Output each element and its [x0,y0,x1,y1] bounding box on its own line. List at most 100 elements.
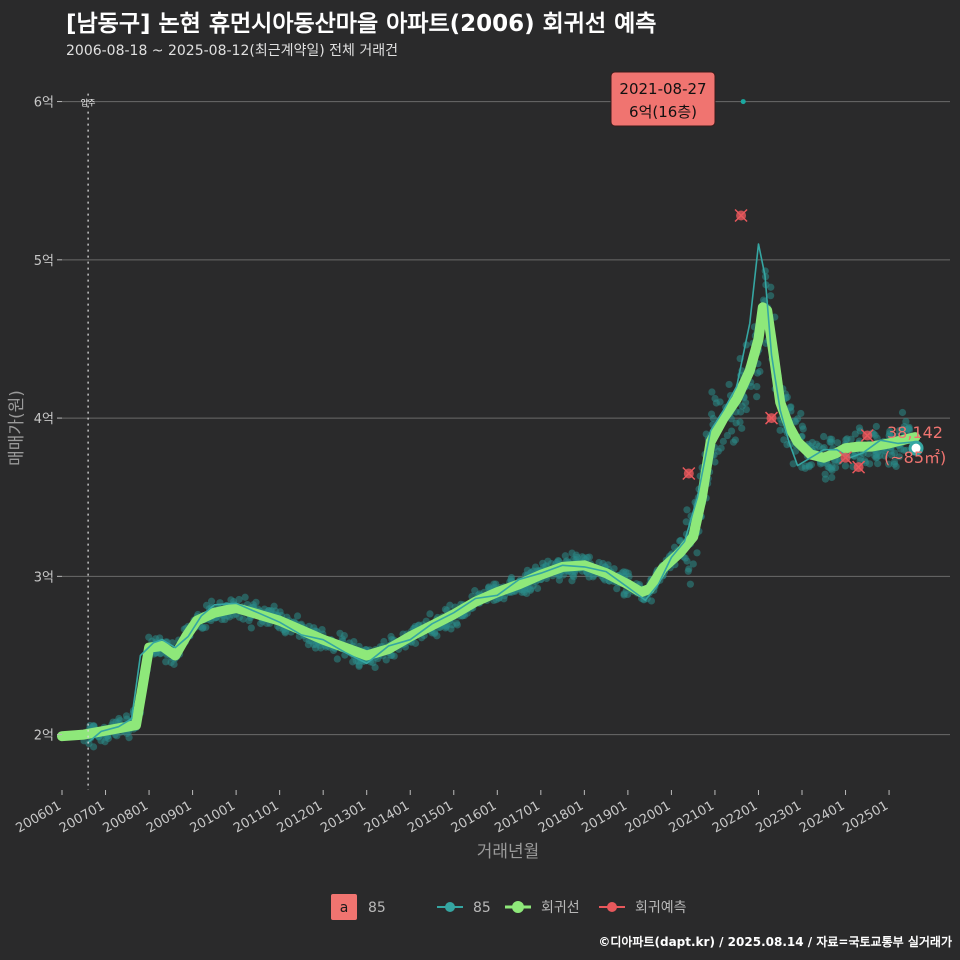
trade-dot [349,658,357,666]
trade-dot [125,734,133,742]
last-value-label: 38,142 [887,423,943,442]
trade-dot [828,473,836,482]
trade-dot [500,595,508,603]
axes: 2억 3억 4억 5억 6억 200601200701200801200901201001… [14,93,891,836]
x-tick-label: 201201 [275,798,325,836]
trend-line-85 [87,243,916,744]
legend-85-dot-icon [445,902,455,912]
trade-dot [207,597,216,605]
trade-dot [719,437,727,445]
trade-dot [872,422,880,431]
regression-line [57,302,921,742]
trade-dot [693,549,701,557]
trade-dot [887,447,895,455]
trade-dot [685,565,693,573]
legend-box-text: 85 [368,900,386,916]
trade-dot [753,393,761,401]
prediction-cross [838,451,853,465]
trade-dot [333,655,341,663]
trade-dot [293,612,302,620]
scatter-points [80,267,918,751]
legend-item-prediction: 회귀예측 [635,900,687,916]
trade-dot [281,629,289,637]
legend: a 85 85 회귀선 회귀예측 [331,894,687,920]
trade-dot [794,415,802,423]
x-tick-label: 200601 [14,798,64,836]
prediction-cross [764,411,779,425]
trade-dot [145,633,153,641]
trade-dot [426,610,434,618]
trade-dot [447,625,455,633]
chart-title: [남동구] 논현 휴먼시아동산마을 아파트(2006) 회귀선 예측 [66,11,657,37]
trade-dot [555,576,564,584]
trade-dot [747,382,755,391]
trade-dot [767,292,775,300]
trade-dot [622,568,630,576]
trade-dot [199,624,207,632]
trade-dot [708,388,716,396]
trade-dot [864,450,872,458]
max-trade-point [740,99,746,105]
trade-dot [797,409,805,418]
x-tick-label: 200801 [101,798,151,836]
prediction-cross [852,460,866,474]
trade-dot [85,740,93,748]
x-tick-label: 201101 [231,798,281,836]
trade-dot [780,436,788,444]
trade-dot [828,435,836,443]
trade-dot [252,598,260,606]
trade-dot [738,402,746,410]
trade-dot [227,596,235,604]
x-axis-title: 거래년월 [477,842,540,862]
trade-dot [865,460,874,468]
trade-dot [239,615,247,623]
x-tick-label: 201601 [449,798,499,836]
trade-dot [874,460,882,468]
trade-dot [905,424,913,432]
annotations: 38,142 (~85㎡) 2021-08-27 6억(16층) [610,71,946,467]
y-tick-label: 3억 [34,570,54,585]
trade-dot [727,427,736,435]
x-tick-label: 202101 [666,798,716,836]
trade-dot [170,660,178,668]
prediction-cross [682,466,696,481]
trade-dot [523,589,531,598]
trade-dot [841,462,850,470]
trade-dot [446,601,454,609]
trade-dot [686,580,694,588]
trade-dot [776,426,784,434]
trade-dot [899,427,907,435]
trade-dot [890,460,899,468]
trade-dot [821,470,829,478]
trade-dot [682,518,690,526]
move-in-label: 입주 [81,99,96,108]
trade-dot [808,438,816,447]
grid [62,101,950,736]
x-tick-label: 202001 [623,798,673,836]
trade-dot [702,430,710,438]
x-tick-label: 201301 [318,798,368,836]
legend-prediction-dot-icon [607,902,617,912]
x-tick-label: 201401 [362,798,412,836]
trade-dot [101,738,109,746]
trade-dot [756,367,764,376]
trade-dot [350,637,358,646]
trade-dot [723,431,731,440]
trade-dot [805,463,813,471]
x-tick-label: 202301 [754,798,804,836]
x-tick-label: 201901 [579,798,629,836]
x-tick-label: 201701 [492,798,542,836]
trade-dot [725,380,733,389]
x-tick-label: 202401 [797,798,847,836]
x-tick-label: 201001 [188,798,238,836]
trade-dot [162,658,170,666]
x-tick-label: 202201 [710,798,760,836]
chart-subtitle: 2006-08-18 ~ 2025-08-12(최근계약일) 전체 거래건 [66,43,398,59]
trade-dot [731,436,739,444]
trade-dot [799,425,807,433]
trade-dot [430,629,439,638]
trade-dot [900,446,908,454]
trade-dot [583,553,591,562]
trade-dot [670,543,679,551]
